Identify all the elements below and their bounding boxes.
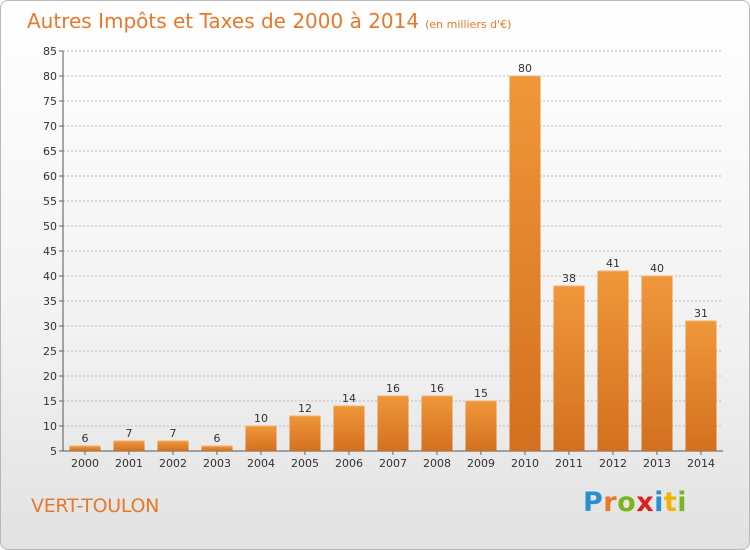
logo-letter-x: x — [636, 487, 655, 518]
data-label-2010: 80 — [518, 62, 532, 75]
y-tick-label: 80 — [43, 70, 57, 83]
x-tick-label-2004: 2004 — [247, 457, 275, 470]
commune-name: VERT-TOULON — [31, 495, 160, 517]
data-label-2002: 7 — [170, 427, 177, 440]
bar-2006 — [333, 406, 365, 451]
bar-2007 — [377, 396, 409, 451]
logo-letter-r: r — [603, 487, 618, 518]
bar-2008 — [421, 396, 453, 451]
y-tick-label: 70 — [43, 120, 57, 133]
bar-2013 — [641, 276, 673, 451]
bar-2010 — [509, 76, 541, 451]
data-label-2003: 6 — [214, 432, 221, 445]
y-tick-label: 30 — [43, 320, 57, 333]
chart-title: Autres Impôts et Taxes de 2000 à 2014 (en… — [27, 9, 511, 33]
x-tick-label-2002: 2002 — [159, 457, 187, 470]
data-label-2005: 12 — [298, 402, 312, 415]
x-tick-label-2011: 2011 — [555, 457, 583, 470]
y-tick-label: 65 — [43, 145, 57, 158]
proxiti-logo: Proxiti — [583, 487, 687, 518]
data-label-2001: 7 — [126, 427, 133, 440]
logo-letter-t: t — [663, 487, 678, 518]
logo-letter-o: o — [617, 487, 637, 518]
y-tick-label: 35 — [43, 295, 57, 308]
y-tick-label: 5 — [50, 445, 57, 458]
y-tick-label: 75 — [43, 95, 57, 108]
y-tick-label: 50 — [43, 220, 57, 233]
x-tick-label-2003: 2003 — [203, 457, 231, 470]
bar-2005 — [289, 416, 321, 451]
data-label-2004: 10 — [254, 412, 268, 425]
chart-title-text: Autres Impôts et Taxes de 2000 à 2014 — [27, 9, 420, 33]
bar-2003 — [201, 446, 233, 451]
bar-2009 — [465, 401, 497, 451]
data-label-2009: 15 — [474, 387, 488, 400]
x-tick-label-2012: 2012 — [599, 457, 627, 470]
data-label-2000: 6 — [82, 432, 89, 445]
y-tick-label: 25 — [43, 345, 57, 358]
x-tick-label-2014: 2014 — [687, 457, 715, 470]
bar-2011 — [553, 286, 585, 451]
bar-2000 — [69, 446, 101, 451]
y-tick-label: 40 — [43, 270, 57, 283]
x-tick-label-2010: 2010 — [511, 457, 539, 470]
x-tick-label-2007: 2007 — [379, 457, 407, 470]
y-tick-label: 20 — [43, 370, 57, 383]
logo-letter-i2: i — [677, 487, 688, 518]
x-tick-label-2008: 2008 — [423, 457, 451, 470]
data-label-2014: 31 — [694, 307, 708, 320]
y-tick-label: 10 — [43, 420, 57, 433]
logo-letter-p: P — [583, 487, 604, 518]
x-tick-label-2000: 2000 — [71, 457, 99, 470]
chart-subtitle: (en milliers d'€) — [425, 18, 512, 31]
x-tick-label-2001: 2001 — [115, 457, 143, 470]
bar-2012 — [597, 271, 629, 451]
data-label-2012: 41 — [606, 257, 620, 270]
x-tick-label-2005: 2005 — [291, 457, 319, 470]
x-tick-label-2009: 2009 — [467, 457, 495, 470]
data-label-2008: 16 — [430, 382, 444, 395]
bar-2001 — [113, 441, 145, 451]
bar-2004 — [245, 426, 277, 451]
y-tick-label: 45 — [43, 245, 57, 258]
logo-letter-i: i — [654, 487, 664, 518]
data-label-2007: 16 — [386, 382, 400, 395]
y-tick-label: 15 — [43, 395, 57, 408]
y-tick-label: 55 — [43, 195, 57, 208]
x-tick-label-2006: 2006 — [335, 457, 363, 470]
x-tick-label-2013: 2013 — [643, 457, 671, 470]
data-label-2013: 40 — [650, 262, 664, 275]
y-tick-label: 85 — [43, 45, 57, 58]
y-tick-label: 60 — [43, 170, 57, 183]
bar-2002 — [157, 441, 189, 451]
data-label-2011: 38 — [562, 272, 576, 285]
bar-2014 — [685, 321, 717, 451]
data-label-2006: 14 — [342, 392, 356, 405]
